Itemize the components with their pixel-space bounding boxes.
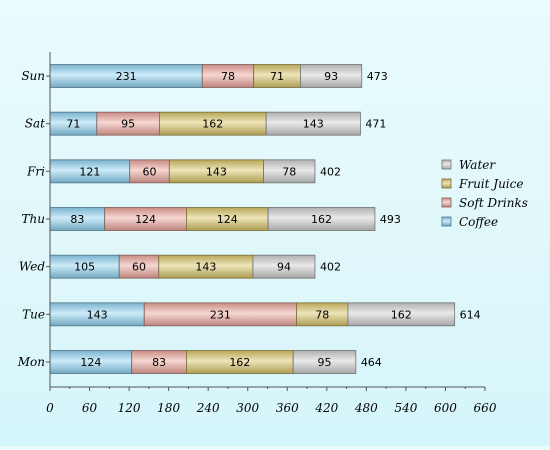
legend-swatch-fruit-juice (441, 178, 452, 189)
total-label-sat: 471 (365, 118, 386, 131)
y-tick-label-tue: Tue (22, 307, 45, 321)
data-label: 71 (66, 118, 80, 131)
legend-swatch-water (441, 159, 452, 170)
legend-label-soft-drinks: Soft Drinks (459, 196, 528, 210)
data-label: 143 (195, 261, 216, 274)
data-label: 93 (324, 70, 338, 83)
data-label: 162 (229, 356, 250, 369)
data-label: 231 (210, 308, 231, 321)
total-label-mon: 464 (361, 356, 382, 369)
data-label: 143 (303, 118, 324, 131)
data-label: 71 (270, 70, 284, 83)
data-label: 124 (135, 213, 156, 226)
data-label: 124 (217, 213, 238, 226)
legend: Water Fruit Juice Soft Drinks Coffee (441, 158, 528, 229)
total-label-tue: 614 (460, 308, 481, 321)
x-tick-label: 420 (314, 401, 338, 415)
y-tick-label-sat: Sat (25, 117, 45, 131)
data-label: 94 (277, 261, 291, 274)
x-tick-label: 240 (196, 401, 220, 415)
data-label: 60 (143, 165, 157, 178)
x-tick-label: 600 (434, 401, 457, 415)
data-label: 78 (221, 70, 235, 83)
bar-segment-water-wed (252, 254, 316, 279)
y-tick-label-wed: Wed (19, 260, 45, 274)
data-label: 162 (391, 308, 412, 321)
bar-segment-water-tue (347, 302, 456, 327)
x-tick-label: 480 (354, 401, 378, 415)
bar-segment-water-sat (265, 111, 361, 136)
x-tick-label: 120 (118, 401, 141, 415)
bars-layer: 124 83 162 95 464 143 231 78 162 614 105 60 143 94 402… (49, 64, 481, 374)
data-label: 143 (87, 308, 108, 321)
data-label: 78 (315, 308, 329, 321)
data-label: 83 (152, 356, 166, 369)
data-label: 95 (121, 118, 135, 131)
bar-segment-water-thu (267, 207, 376, 231)
total-label-sun: 473 (367, 70, 388, 83)
legend-swatch-coffee (441, 216, 452, 227)
x-tick-label: 60 (82, 401, 98, 415)
legend-label-water: Water (459, 158, 496, 172)
data-label: 162 (202, 118, 223, 131)
data-label: 162 (311, 213, 332, 226)
legend-label-coffee: Coffee (459, 215, 498, 229)
y-tick-label-fri: Fri (26, 164, 45, 178)
x-tick-label: 180 (157, 401, 180, 415)
total-label-wed: 402 (320, 261, 341, 274)
y-tick-label-mon: Mon (17, 355, 45, 369)
data-label: 78 (282, 165, 296, 178)
total-label-fri: 402 (320, 165, 341, 178)
data-label: 105 (74, 261, 95, 274)
bar-segment-water-fri (263, 159, 316, 184)
bar-segment-water-sun (300, 64, 363, 88)
axes-layer: Mon Tue Wed Thu Fri Sat Sun 0 60 120 180 240 300 360 4… (17, 52, 497, 415)
x-tick-label: 540 (394, 401, 417, 415)
x-tick-label: 300 (236, 401, 259, 415)
data-label: 121 (79, 165, 100, 178)
x-tick-label: 0 (46, 401, 54, 415)
data-label: 143 (206, 165, 227, 178)
data-label: 83 (70, 213, 84, 226)
data-label: 60 (132, 261, 146, 274)
y-tick-label-sun: Sun (21, 69, 45, 83)
y-tick-label-thu: Thu (22, 212, 45, 226)
x-tick-label: 660 (474, 401, 497, 415)
data-label: 231 (116, 70, 137, 83)
data-label: 124 (80, 356, 101, 369)
data-label: 95 (318, 356, 332, 369)
x-tick-label: 360 (276, 401, 299, 415)
legend-label-fruit-juice: Fruit Juice (458, 177, 523, 191)
bar-segment-water-mon (292, 350, 357, 374)
total-label-thu: 493 (380, 213, 401, 226)
legend-swatch-soft-drinks (441, 197, 452, 208)
